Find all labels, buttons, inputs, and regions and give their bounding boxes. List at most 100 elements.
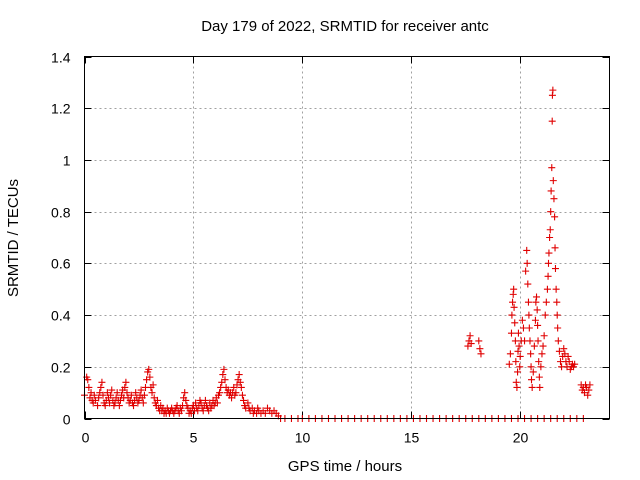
data-point [123,389,131,397]
data-point [511,319,519,327]
data-point [149,381,157,389]
data-point [554,324,562,332]
data-point [530,342,538,350]
data-point [236,378,244,386]
data-point [542,298,550,306]
y-tick-label: 1.2 [51,101,71,117]
y-tick-labels: 0 0.2 0.4 0.6 0.8 1 1.2 1.4 [51,50,71,428]
data-point [527,350,535,358]
data-point [586,381,594,389]
data-point [477,350,485,358]
data-point [240,396,248,404]
data-point [533,306,541,314]
data-point [533,293,541,301]
y-axis-label: SRMTID / TECUs [5,179,22,297]
data-point [99,391,107,399]
x-tick-label: 0 [82,430,90,446]
data-point [95,394,103,402]
data-point [466,332,474,340]
data-point [584,391,592,399]
data-point [535,358,543,366]
data-point [529,368,537,376]
axis-ticks [84,56,610,420]
data-point [534,321,542,329]
data-point [528,383,536,391]
data-point [549,177,557,185]
data-point [132,389,140,397]
data-point [507,329,515,337]
data-point [514,347,522,355]
data-point [232,389,240,397]
data-point [519,324,527,332]
data-point [221,376,229,384]
data-point [509,298,517,306]
data-point [512,378,520,386]
data-point [553,298,561,306]
data-point [545,249,553,257]
y-tick-label: 0.6 [51,256,71,272]
data-point [551,244,559,252]
data-point [127,391,135,399]
data-point [537,363,545,371]
data-point [94,402,102,410]
data-point [555,347,563,355]
data-point [510,285,518,293]
data-point [505,360,513,368]
data-point [516,352,524,360]
data-point [113,389,121,397]
data-point [107,391,115,399]
data-point [544,272,552,280]
data-point [514,368,522,376]
data-point [146,373,154,381]
data-point [547,208,555,216]
data-point [531,316,539,324]
data-point [510,303,518,311]
data-point [553,311,561,319]
data-point [546,234,554,241]
data-point [139,399,147,407]
data-point [524,280,532,288]
data-point [140,391,148,399]
data-point [148,389,156,397]
data-point [548,117,556,125]
data-point [526,337,534,345]
data-point [244,399,252,407]
data-point [532,298,540,306]
data-point [551,213,559,221]
y-tick-label: 0.4 [51,308,71,324]
data-point [571,360,579,368]
data-point [585,386,593,394]
data-point [467,340,475,348]
data-point [84,376,92,384]
data-point [554,337,562,345]
data-point [550,195,558,203]
data-point [153,396,161,404]
data-point [545,259,553,267]
data-point [548,164,556,172]
data-point [523,246,531,254]
data-point [524,298,532,306]
x-tick-labels: 0 5 10 15 20 [82,430,529,446]
data-point [549,86,557,94]
data-point [551,265,559,273]
data-point [541,311,549,319]
x-axis-label: GPS time / hours [288,458,402,475]
data-point [536,383,544,391]
data-point [201,396,209,404]
data-point [511,337,519,345]
data-point [513,383,521,391]
data-point [115,402,123,410]
data-point [121,383,129,391]
data-point [525,324,533,332]
data-point [137,386,145,394]
data-point [177,407,185,415]
data-point [540,332,548,340]
y-tick-label: 1 [63,153,71,169]
data-point [85,383,93,391]
data-point [238,391,246,399]
y-tick-label: 0 [63,412,71,428]
x-tick-label: 20 [513,430,529,446]
data-point [108,386,116,394]
data-point [535,373,543,381]
